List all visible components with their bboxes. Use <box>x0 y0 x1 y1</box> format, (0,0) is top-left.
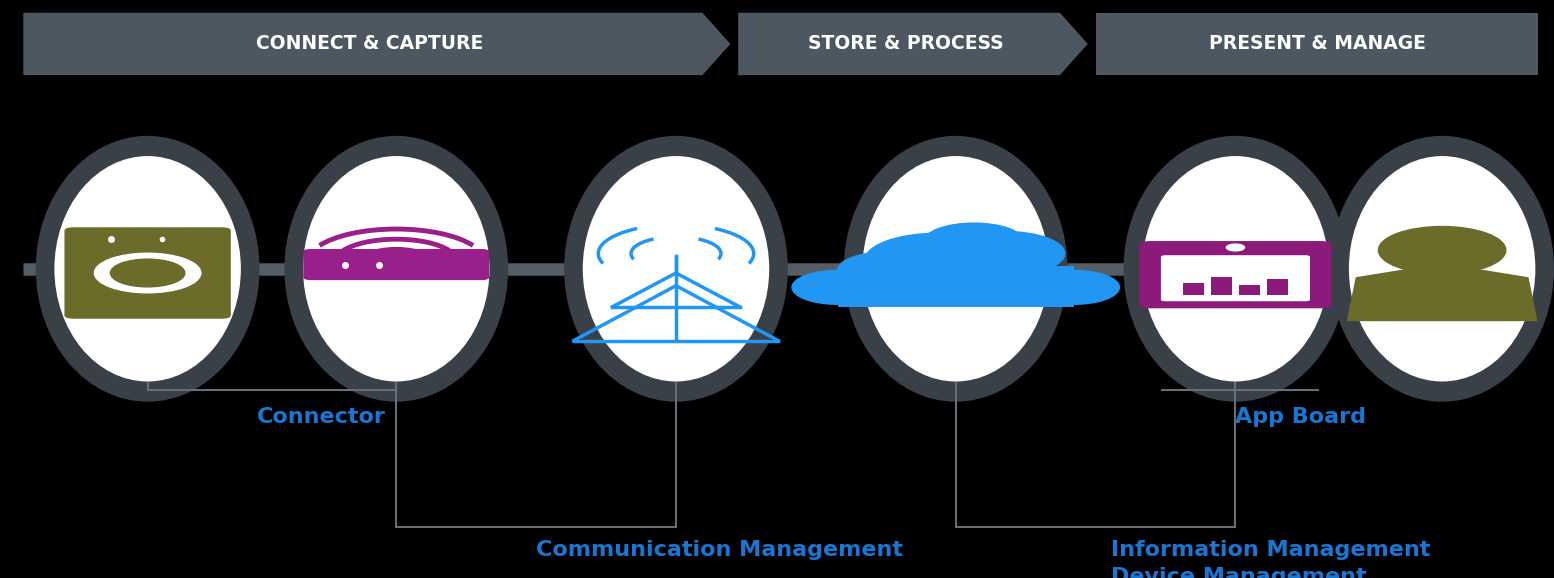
Ellipse shape <box>1330 136 1554 402</box>
Circle shape <box>925 223 1024 260</box>
Ellipse shape <box>36 136 260 402</box>
Circle shape <box>793 271 883 304</box>
FancyBboxPatch shape <box>64 227 232 318</box>
Bar <box>1239 286 1260 295</box>
Polygon shape <box>1347 269 1537 321</box>
Ellipse shape <box>303 156 490 381</box>
Ellipse shape <box>1124 136 1347 402</box>
Text: Connector: Connector <box>256 407 385 428</box>
Polygon shape <box>738 13 1088 75</box>
Ellipse shape <box>54 156 241 381</box>
Text: Information Management
Device Management: Information Management Device Management <box>1111 540 1431 578</box>
Text: Communication Management: Communication Management <box>536 540 903 561</box>
Polygon shape <box>23 13 730 75</box>
Bar <box>1267 279 1288 295</box>
Circle shape <box>95 253 200 293</box>
Circle shape <box>864 234 1010 287</box>
Ellipse shape <box>862 156 1049 381</box>
Circle shape <box>1378 227 1506 274</box>
Circle shape <box>1029 271 1119 304</box>
FancyBboxPatch shape <box>303 249 490 280</box>
Ellipse shape <box>1142 156 1329 381</box>
Circle shape <box>1226 244 1245 251</box>
Circle shape <box>946 232 1064 276</box>
FancyBboxPatch shape <box>1161 255 1310 301</box>
Circle shape <box>110 259 185 287</box>
Bar <box>1211 277 1232 295</box>
Polygon shape <box>1096 13 1538 75</box>
Text: CONNECT & CAPTURE: CONNECT & CAPTURE <box>256 35 483 53</box>
Text: STORE & PROCESS: STORE & PROCESS <box>808 35 1004 53</box>
Circle shape <box>838 252 937 289</box>
Ellipse shape <box>564 136 788 402</box>
Ellipse shape <box>844 136 1068 402</box>
Text: App Board: App Board <box>1235 407 1366 428</box>
Ellipse shape <box>284 136 508 402</box>
Text: PRESENT & MANAGE: PRESENT & MANAGE <box>1209 35 1425 53</box>
FancyBboxPatch shape <box>1139 241 1332 308</box>
Bar <box>838 266 1074 307</box>
Bar <box>1183 283 1204 295</box>
Ellipse shape <box>1349 156 1535 381</box>
Ellipse shape <box>583 156 769 381</box>
